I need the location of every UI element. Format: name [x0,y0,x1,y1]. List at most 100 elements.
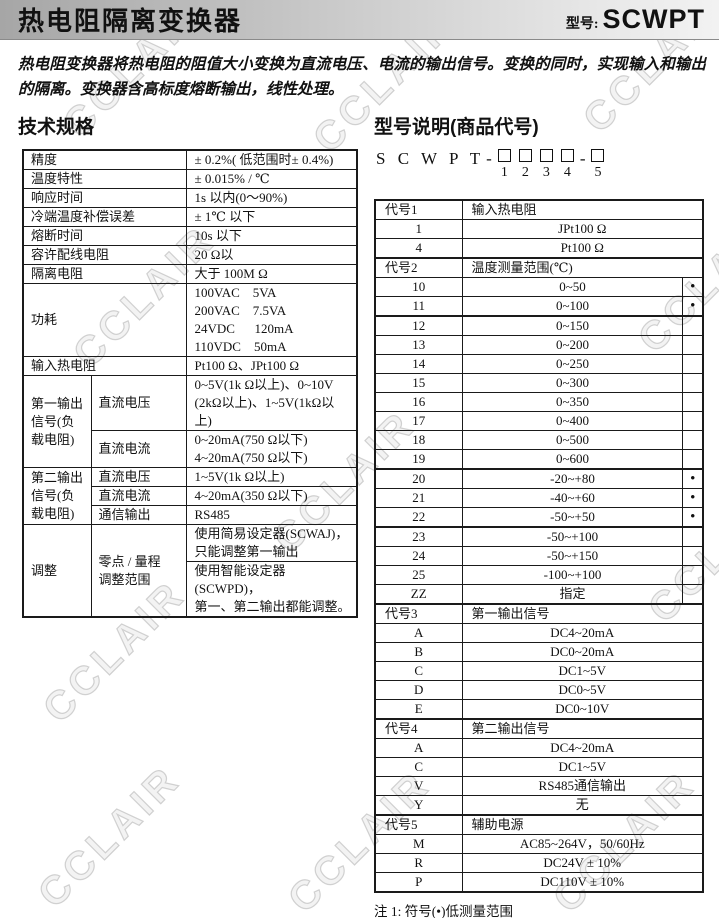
table-row: M AC85~264V，50/60Hz [374,834,704,854]
code-box-5: 5 [590,149,605,181]
desc-cell: 无 [461,795,704,816]
spec-label: 温度特性 [22,169,187,189]
table-row: 响应时间 1s 以内(0～90%) [22,188,358,208]
table-row: 代号4 第二输出信号 [374,718,704,739]
spec-sub-label: 直流电流 [90,486,187,506]
low-range-dot [682,584,704,605]
code-cell: P [374,872,463,893]
code-cell: 20 [374,468,463,489]
spec-label: 熔断时间 [22,226,187,246]
table-row: 输入热电阻 Pt100 Ω、JPt100 Ω [22,356,358,376]
intro-paragraph: 热电阻变换器将热电阻的阻值大小变换为直流电压、电流的输出信号。变换的同时，实现输… [18,56,706,98]
table-row: 代号3 第一输出信号 [374,603,704,624]
code-cell: 18 [374,430,463,450]
desc-cell: DC0~10V [461,699,704,720]
desc-cell: DC4~20mA [461,623,704,643]
spec-label: 响应时间 [22,188,187,208]
table-row: 24 -50~+150 [374,546,704,566]
code-digit: 5 [594,165,602,180]
desc-cell: 温度测量范围(℃) [461,257,704,278]
table-row: 14 0~250 [374,354,704,374]
table-row: D DC0~5V [374,680,704,700]
code-cell: 21 [374,488,463,508]
table-row: Y 无 [374,795,704,816]
desc-cell: -50~+50 [461,507,684,528]
code-cell: V [374,776,463,796]
code-cell: 25 [374,565,463,585]
table-row: 15 0~300 [374,373,704,393]
desc-cell: RS485通信输出 [461,776,704,796]
code-cell: 16 [374,392,463,412]
desc-cell: -50~+150 [461,546,684,566]
code-digit: 4 [563,165,571,180]
spec-group-label: 第二输出 信号(负 载电阻) [22,467,92,525]
code-cell: 代号5 [374,814,463,835]
low-range-dot: • [682,507,704,528]
code-cell: ZZ [374,584,463,605]
low-range-dot [682,315,704,336]
spec-value: 4~20mA(350 Ω以下) [185,486,358,506]
spec-value: Pt100 Ω、JPt100 Ω [185,356,358,376]
table-row: 22 -50~+50 • [374,507,704,528]
low-range-dot [682,565,704,585]
code-digit: 1 [500,165,508,180]
table-row: 隔离电阻 大于 100M Ω [22,264,358,284]
table-row: 调整 零点 / 量程 调整范围 使用简易设定器(SCWAJ)， 只能调整第一输出 [22,524,358,618]
spec-value: 0~20mA(750 Ω以下) 4~20mA(750 Ω以下) [185,430,358,468]
spec-label: 隔离电阻 [22,264,187,284]
spec-value: 大于 100M Ω [185,264,358,284]
desc-cell: JPt100 Ω [461,219,704,239]
code-digit: 3 [542,165,550,180]
desc-cell: DC0~5V [461,680,704,700]
code-box-icon [518,149,532,162]
table-row: 21 -40~+60 • [374,488,704,508]
table-row: 12 0~150 [374,315,704,336]
desc-cell: DC1~5V [461,661,704,681]
spec-label: 冷端温度补偿误差 [22,207,187,227]
code-box-4: 4 [560,149,575,181]
code-prefix: S C W P T [376,149,485,168]
low-range-dot [682,526,704,547]
spec-value: ± 0.015% / ℃ [185,169,358,189]
spec-label: 输入热电阻 [22,356,187,376]
page-title: 热电阻隔离变换器 [18,7,243,36]
code-dash: - [579,149,586,168]
code-cell: 15 [374,373,463,393]
desc-cell: DC0~20mA [461,642,704,662]
table-row: C DC1~5V [374,757,704,777]
desc-cell: DC24V ± 10% [461,853,704,873]
code-cell: 23 [374,526,463,547]
spec-value: ± 1℃ 以下 [185,207,358,227]
table-row: 使用智能设定器(SCWPD)， 第一、第二输出都能调整。 [23,561,358,618]
desc-cell: 0~150 [461,315,684,336]
code-cell: E [374,699,463,720]
table-row: 直流电流 4~20mA(350 Ω以下) [23,486,358,506]
code-digit: 2 [521,165,529,180]
low-range-dot [682,354,704,374]
spec-label: 容许配线电阻 [22,245,187,265]
table-row: 23 -50~+100 [374,526,704,547]
code-box-icon [539,149,553,162]
code-cell: 代号1 [374,199,463,220]
table-row: B DC0~20mA [374,642,704,662]
footnote-1: 注 1: 符号(•)低测量范围 [374,904,513,918]
table-row: 4 Pt100 Ω [374,238,704,259]
table-row: 温度特性 ± 0.015% / ℃ [22,169,358,189]
low-range-dot [682,546,704,566]
desc-cell: 输入热电阻 [461,199,704,220]
spec-sub-label: 零点 / 量程 调整范围 [90,524,187,618]
table-row: 13 0~200 [374,335,704,355]
table-row: 1 JPt100 Ω [374,219,704,239]
ordering-code: S C W P T - 1 2 3 4 - [376,149,710,187]
code-cell: C [374,757,463,777]
table-row: A DC4~20mA [374,623,704,643]
spec-label: 功耗 [22,283,187,357]
code-cell: D [374,680,463,700]
code-cell: 11 [374,296,463,317]
code-cell: 代号2 [374,257,463,278]
low-range-dot [682,449,704,470]
footnotes: 注 1: 符号(•)低测量范围 注 2: 熔断输出标准为高标度，指定时亦可制作低… [374,900,710,918]
desc-cell: DC110V ± 10% [461,872,704,893]
spec-value: 1~5V(1k Ω以上) [185,467,358,487]
